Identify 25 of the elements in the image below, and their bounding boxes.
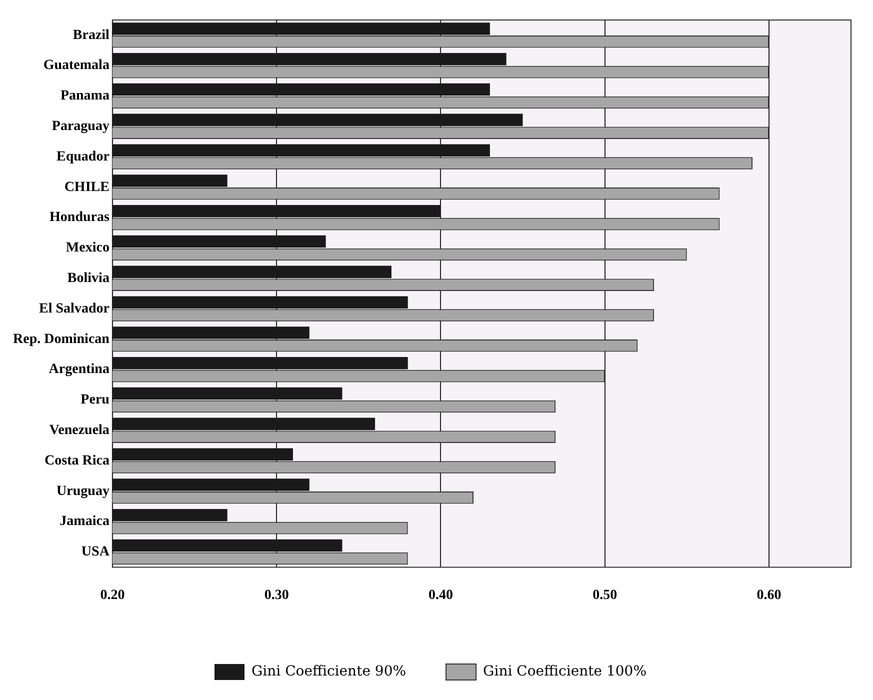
legend-label: Gini Coefficiente 100% <box>483 664 647 680</box>
x-tick-label: 0.50 <box>592 588 618 604</box>
y-tick-label: Panama <box>60 88 110 104</box>
y-tick-label: USA <box>81 544 110 560</box>
y-tick-label: Venezuela <box>49 423 110 438</box>
x-tick-label: 0.20 <box>100 588 125 604</box>
y-tick-label: Jamaica <box>60 514 110 530</box>
legend-label: Gini Coefficiente 90% <box>251 664 406 680</box>
y-tick-label: Equador <box>56 149 110 164</box>
y-tick-label: Costa Rica <box>44 453 110 468</box>
y-tick-label: Honduras <box>50 210 110 226</box>
y-tick-label: Bolivia <box>67 271 110 286</box>
x-tick-label: 0.40 <box>428 588 453 604</box>
y-tick-label: Uruguay <box>56 484 110 499</box>
y-tick-label: Mexico <box>66 240 110 256</box>
y-tick-label: El Salvador <box>39 301 110 316</box>
y-tick-label: Peru <box>80 392 110 408</box>
y-tick-label: Brazil <box>72 28 110 43</box>
x-tick-label: 0.30 <box>264 588 289 604</box>
y-tick-label: Argentina <box>48 362 110 378</box>
y-tick-label: Paraguay <box>52 119 110 134</box>
y-tick-label: Rep. Dominican <box>12 332 110 347</box>
x-tick-label: 0.60 <box>756 588 782 604</box>
y-tick-label: Guatemala <box>43 58 110 74</box>
y-tick-label: CHILE <box>64 180 110 195</box>
